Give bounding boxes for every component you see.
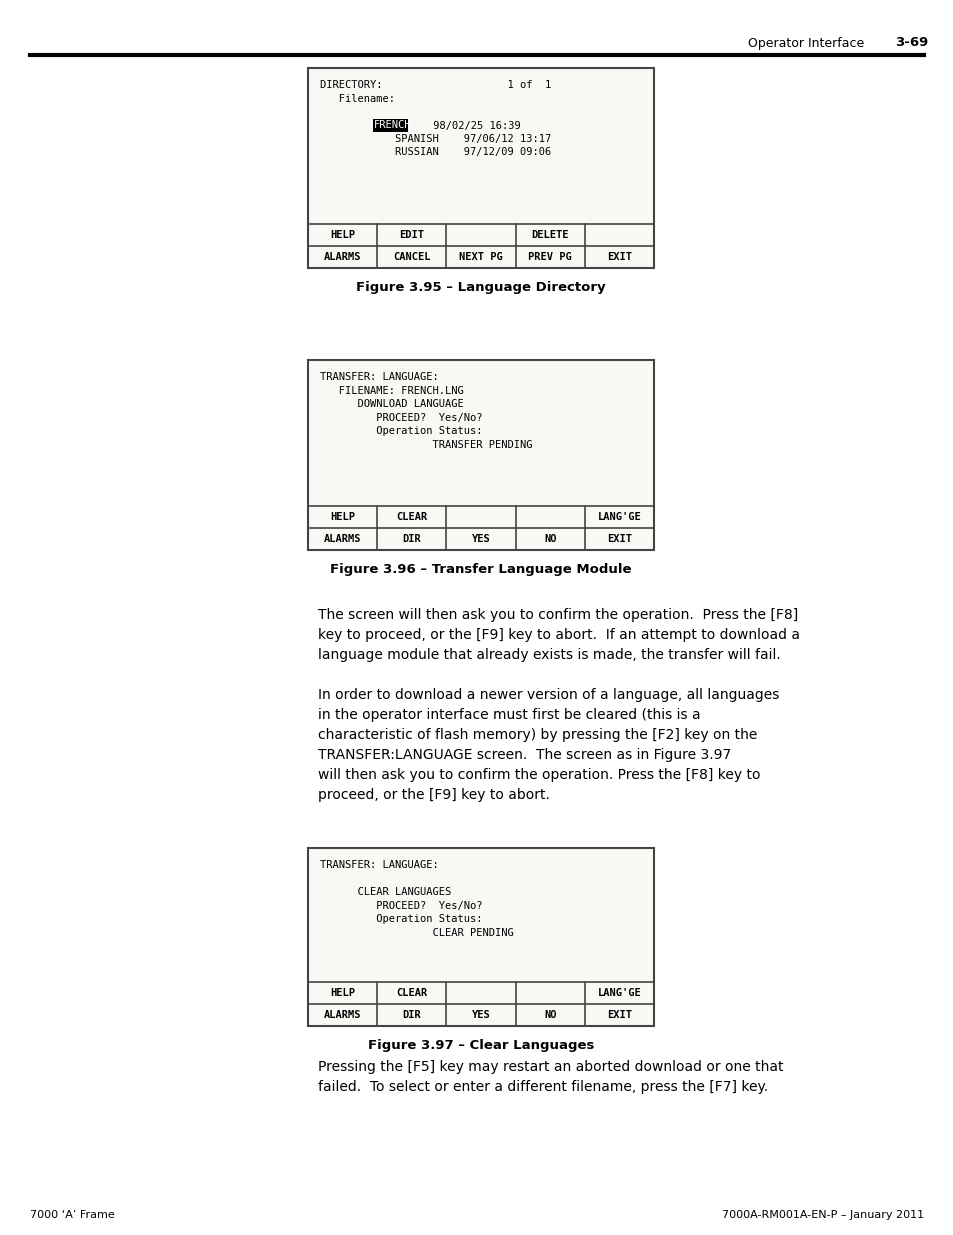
Text: Figure 3.95 – Language Directory: Figure 3.95 – Language Directory bbox=[355, 282, 605, 294]
Bar bbox=[308, 848, 654, 1026]
Text: In order to download a newer version of a language, all languages
in the operato: In order to download a newer version of … bbox=[317, 688, 779, 803]
Text: CLEAR: CLEAR bbox=[395, 513, 427, 522]
Text: TRANSFER: LANGUAGE:: TRANSFER: LANGUAGE: bbox=[319, 372, 438, 382]
Text: Pressing the [F5] key may restart an aborted download or one that
failed.  To se: Pressing the [F5] key may restart an abo… bbox=[317, 1060, 782, 1094]
Text: CANCEL: CANCEL bbox=[393, 252, 430, 262]
Text: ALARMS: ALARMS bbox=[323, 1010, 361, 1020]
Text: PROCEED?  Yes/No?: PROCEED? Yes/No? bbox=[319, 412, 482, 422]
Text: TRANSFER: LANGUAGE:: TRANSFER: LANGUAGE: bbox=[319, 860, 438, 869]
Text: HELP: HELP bbox=[330, 230, 355, 240]
Text: EXIT: EXIT bbox=[606, 534, 631, 543]
Text: LANG'GE: LANG'GE bbox=[597, 988, 640, 998]
Text: Operation Status:: Operation Status: bbox=[319, 914, 482, 924]
Text: FILENAME: FRENCH.LNG: FILENAME: FRENCH.LNG bbox=[319, 385, 463, 395]
Text: NEXT PG: NEXT PG bbox=[458, 252, 502, 262]
Text: LANG'GE: LANG'GE bbox=[597, 513, 640, 522]
Text: YES: YES bbox=[471, 1010, 490, 1020]
Text: PROCEED?  Yes/No?: PROCEED? Yes/No? bbox=[319, 900, 482, 910]
Text: NO: NO bbox=[543, 534, 556, 543]
Text: CLEAR LANGUAGES: CLEAR LANGUAGES bbox=[319, 887, 451, 897]
Text: 98/02/25 16:39: 98/02/25 16:39 bbox=[402, 121, 520, 131]
Text: 7000A-RM001A-EN-P – January 2011: 7000A-RM001A-EN-P – January 2011 bbox=[721, 1210, 923, 1220]
Text: Figure 3.97 – Clear Languages: Figure 3.97 – Clear Languages bbox=[368, 1040, 594, 1052]
Text: DELETE: DELETE bbox=[531, 230, 568, 240]
Text: HELP: HELP bbox=[330, 513, 355, 522]
Text: 7000 ‘A’ Frame: 7000 ‘A’ Frame bbox=[30, 1210, 114, 1220]
Text: DIRECTORY:                    1 of  1: DIRECTORY: 1 of 1 bbox=[319, 80, 551, 90]
Text: 3-69: 3-69 bbox=[895, 37, 927, 49]
Text: EXIT: EXIT bbox=[606, 252, 631, 262]
Text: EDIT: EDIT bbox=[399, 230, 424, 240]
Text: CLEAR: CLEAR bbox=[395, 988, 427, 998]
Text: FRENCH: FRENCH bbox=[374, 121, 411, 131]
Text: HELP: HELP bbox=[330, 988, 355, 998]
Text: Operator Interface: Operator Interface bbox=[747, 37, 863, 49]
Text: The screen will then ask you to confirm the operation.  Press the [F8]
key to pr: The screen will then ask you to confirm … bbox=[317, 608, 800, 662]
Text: DOWNLOAD LANGUAGE: DOWNLOAD LANGUAGE bbox=[319, 399, 463, 409]
Text: DIR: DIR bbox=[402, 534, 420, 543]
Text: ALARMS: ALARMS bbox=[323, 252, 361, 262]
Text: YES: YES bbox=[471, 534, 490, 543]
Text: DIR: DIR bbox=[402, 1010, 420, 1020]
Text: Operation Status:: Operation Status: bbox=[319, 426, 482, 436]
Text: CLEAR PENDING: CLEAR PENDING bbox=[319, 927, 514, 937]
Text: EXIT: EXIT bbox=[606, 1010, 631, 1020]
Bar bbox=[308, 359, 654, 550]
Text: NO: NO bbox=[543, 1010, 556, 1020]
Text: Figure 3.96 – Transfer Language Module: Figure 3.96 – Transfer Language Module bbox=[330, 563, 631, 577]
Text: Filename:: Filename: bbox=[319, 94, 395, 104]
Text: TRANSFER PENDING: TRANSFER PENDING bbox=[319, 440, 532, 450]
Text: PREV PG: PREV PG bbox=[528, 252, 572, 262]
Bar bbox=[373, 119, 408, 132]
Text: ALARMS: ALARMS bbox=[323, 534, 361, 543]
Text: RUSSIAN    97/12/09 09:06: RUSSIAN 97/12/09 09:06 bbox=[319, 147, 551, 158]
Bar bbox=[308, 68, 654, 268]
Text: SPANISH    97/06/12 13:17: SPANISH 97/06/12 13:17 bbox=[319, 135, 551, 144]
